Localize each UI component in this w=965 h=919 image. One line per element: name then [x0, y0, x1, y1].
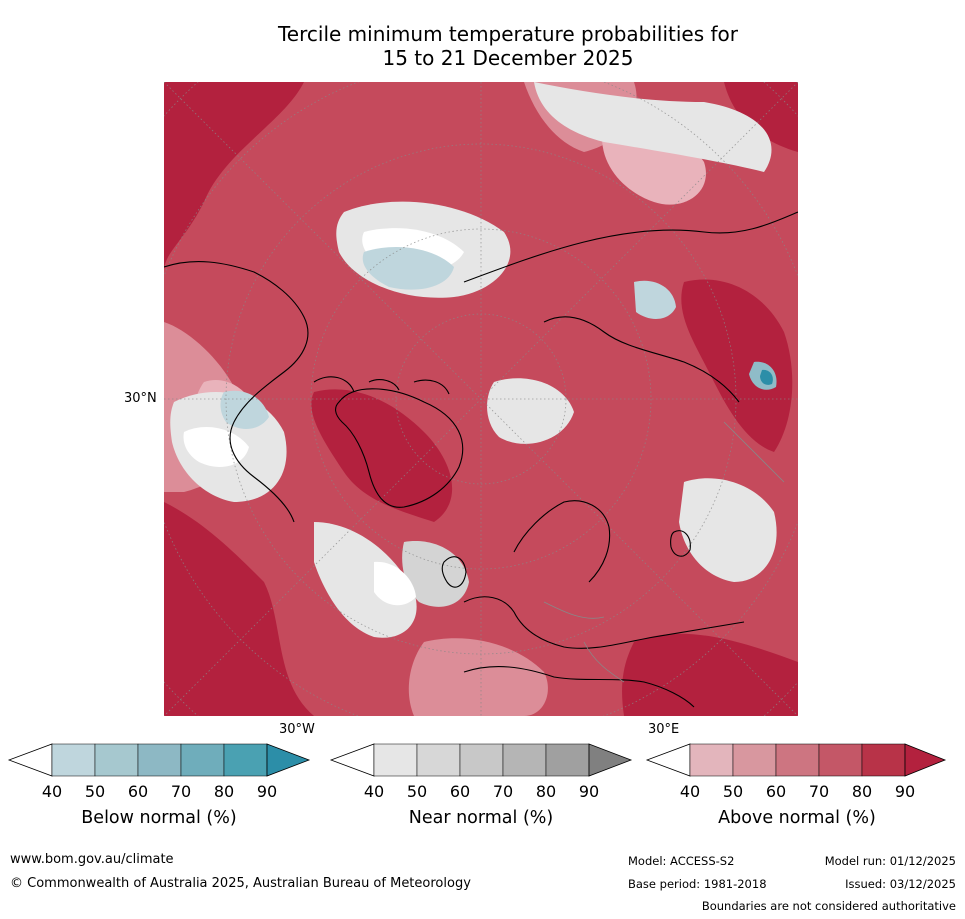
colorbar-segment — [645, 743, 691, 777]
colorbar-near-ticks: 40 50 60 70 80 90 — [331, 782, 631, 802]
coastlines — [164, 211, 798, 708]
colorbar-near — [329, 743, 633, 777]
country-borders — [543, 421, 785, 683]
colorbar-below-label: Below normal (%) — [81, 808, 237, 828]
colorbar-above-ticks: 40 50 60 70 80 90 — [647, 782, 947, 802]
website-link[interactable]: www.bom.gov.au/climate — [10, 852, 174, 867]
colorbar-segment — [861, 743, 906, 777]
near-normal-region — [374, 561, 416, 606]
coastline-mediterranean — [463, 666, 695, 708]
colorbar-segment — [7, 743, 53, 777]
near-normal-region — [487, 378, 574, 444]
copyright-text: © Commonwealth of Australia 2025, Austra… — [10, 876, 471, 891]
model-run-text: Model run: 01/12/2025 — [824, 854, 956, 868]
colorbar-segment — [689, 743, 734, 777]
tick-label: 50 — [722, 782, 744, 801]
coastline-greenland — [335, 388, 464, 508]
colorbar-segment — [459, 743, 504, 777]
tick-label: 80 — [213, 782, 235, 801]
colorbar-segment — [545, 743, 590, 777]
lat-30n-label: 30°N — [124, 391, 157, 406]
colorbar-segment — [588, 743, 633, 777]
tick-label: 80 — [535, 782, 557, 801]
coastline-arctic-islands — [313, 376, 450, 395]
graticule — [164, 82, 798, 716]
colorbar-segment — [775, 743, 820, 777]
probability-map — [164, 82, 798, 716]
coastline-north-america — [164, 261, 309, 523]
tick-label: 70 — [808, 782, 830, 801]
colorbar-above — [645, 743, 947, 777]
tick-label: 50 — [406, 782, 428, 801]
tick-label: 60 — [765, 782, 787, 801]
issued-text: Issued: 03/12/2025 — [845, 877, 956, 891]
below-normal-region — [220, 390, 269, 429]
colorbar-segment — [904, 743, 947, 777]
coastline-uk — [441, 556, 467, 588]
chart-title: Tercile minimum temperature probabilitie… — [160, 22, 856, 70]
coastline-europe — [463, 596, 745, 649]
base-period-text: Base period: 1981-2018 — [628, 877, 767, 891]
colorbar-segment — [502, 743, 547, 777]
coastline-scandinavia — [513, 500, 611, 583]
above-dark-region — [164, 502, 314, 716]
above-dark-region — [681, 279, 793, 452]
tick-label: 90 — [256, 782, 278, 801]
colorbar-segment — [180, 743, 225, 777]
map-canvas — [164, 82, 798, 716]
near-normal-region — [679, 478, 777, 582]
colorbar-segment — [732, 743, 777, 777]
colorbar-segment — [373, 743, 418, 777]
colorbar-below-ticks: 40 50 60 70 80 90 — [9, 782, 309, 802]
title-line-2: 15 to 21 December 2025 — [382, 46, 634, 70]
colorbar-segment — [266, 743, 311, 777]
colorbar-segment — [94, 743, 139, 777]
model-text: Model: ACCESS-S2 — [628, 854, 735, 868]
colorbar-near-svg — [329, 743, 633, 777]
tick-label: 40 — [41, 782, 63, 801]
above-dark-region — [311, 389, 453, 522]
title-line-1: Tercile minimum temperature probabilitie… — [277, 22, 739, 46]
near-normal-region — [183, 427, 249, 467]
lon-30w-label: 30°W — [279, 722, 315, 737]
colorbar-near-label: Near normal (%) — [408, 808, 554, 828]
colorbar-below — [7, 743, 311, 777]
lon-30e-label: 30°E — [648, 722, 680, 737]
below-normal-region — [362, 247, 454, 290]
disclaimer-text: Boundaries are not considered authoritat… — [701, 899, 956, 913]
coastline-caspian — [670, 530, 691, 557]
coastline-eurasia — [463, 211, 798, 403]
colorbar-segment — [329, 743, 375, 777]
below-normal-region — [760, 369, 773, 385]
colorbar-segment — [51, 743, 96, 777]
above-dark-region — [622, 633, 798, 716]
tick-label: 70 — [492, 782, 514, 801]
above-dark-region — [724, 82, 798, 152]
colorbar-segment — [416, 743, 461, 777]
colorbar-below-svg — [7, 743, 311, 777]
colorbar-segment — [223, 743, 268, 777]
near-normal-region — [314, 522, 417, 638]
below-normal-region — [634, 280, 676, 319]
colorbar-above-svg — [645, 743, 947, 777]
colorbar-above-label: Above normal (%) — [718, 808, 876, 828]
above-light-region — [408, 638, 548, 716]
colorbar-segment — [818, 743, 863, 777]
near-normal-region — [534, 82, 772, 172]
tick-label: 70 — [170, 782, 192, 801]
tick-label: 50 — [84, 782, 106, 801]
tick-label: 40 — [679, 782, 701, 801]
colorbar-segment — [137, 743, 182, 777]
tick-label: 60 — [449, 782, 471, 801]
tick-label: 60 — [127, 782, 149, 801]
near-normal-region — [402, 541, 469, 607]
above-dark-region — [164, 82, 304, 272]
tick-label: 40 — [363, 782, 385, 801]
tick-label: 90 — [894, 782, 916, 801]
tick-label: 90 — [578, 782, 600, 801]
tick-label: 80 — [851, 782, 873, 801]
